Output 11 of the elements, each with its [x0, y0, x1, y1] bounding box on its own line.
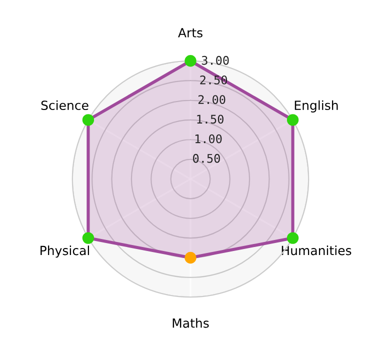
y-tick-label: 2.00 — [198, 95, 226, 104]
spoke-label: English — [294, 100, 338, 112]
y-tick-label: 0.50 — [193, 154, 220, 163]
spoke-label: Physical — [40, 246, 90, 258]
spoke-label: Arts — [178, 28, 202, 38]
spoke-label: Science — [41, 100, 88, 110]
spoke-label: Humanities — [282, 246, 352, 256]
y-tick-label: 1.00 — [195, 134, 222, 144]
spoke-label: Maths — [172, 318, 209, 328]
y-tick-label: 3.00 — [202, 56, 229, 65]
y-tick-label: 1.50 — [197, 114, 224, 124]
